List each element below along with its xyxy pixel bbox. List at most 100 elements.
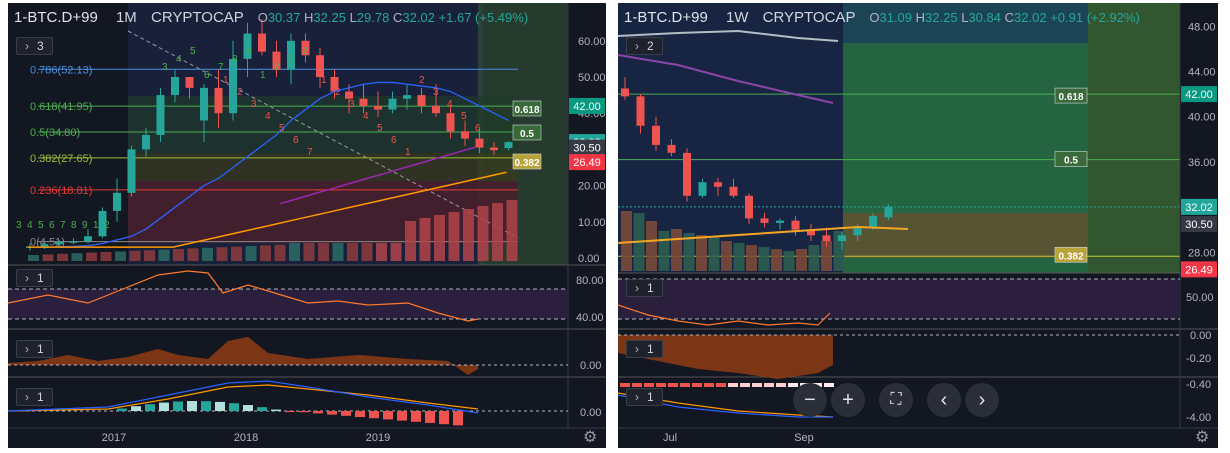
macd-histogram-bar xyxy=(704,383,714,387)
td-count-red: 1 xyxy=(223,75,229,86)
ma-line-purple xyxy=(618,54,834,104)
td-count-green: 2 xyxy=(274,62,280,73)
td-count-red: 2 xyxy=(237,87,243,98)
exchange-label: CRYPTOCAP xyxy=(762,9,856,26)
candle-body xyxy=(258,33,266,52)
fib-box-bg xyxy=(512,100,542,117)
fullscreen-button[interactable]: ⛶ xyxy=(879,383,913,417)
indicator-toggle-osc[interactable]: › 1 xyxy=(16,340,53,358)
candle-body xyxy=(156,95,165,135)
volume-bar xyxy=(260,245,271,261)
zoom-in-button[interactable]: + xyxy=(831,383,865,417)
td-count-green: 1 xyxy=(93,220,99,231)
td-count-green: 3 xyxy=(162,62,168,73)
macd-histogram-bar xyxy=(145,404,155,411)
candle-body xyxy=(683,152,691,196)
candle-body xyxy=(869,216,877,228)
settings-gear-icon[interactable]: ⚙ xyxy=(1195,429,1210,446)
candle-body xyxy=(461,131,469,139)
td-count-green: 9 xyxy=(82,220,88,231)
chart-canvas-monthly[interactable]: 0.786(52.13) 0.618(41.95) 0.5(34.80) 0.382(… xyxy=(8,3,606,448)
macd-histogram-bar xyxy=(229,403,239,411)
candle-body xyxy=(185,77,194,88)
settings-gear-icon[interactable]: ⚙ xyxy=(583,429,598,446)
volume-bar xyxy=(821,241,832,271)
candle-body xyxy=(388,98,397,110)
macd-histogram-bar xyxy=(620,383,630,387)
rsi-tick: 50.00 xyxy=(1186,292,1214,304)
price-badge-bg xyxy=(1181,261,1217,278)
candle-body xyxy=(475,138,484,148)
chevron-right-icon: › xyxy=(635,342,639,356)
volume-bar xyxy=(144,250,155,261)
candle-body xyxy=(84,236,92,242)
volume-bar xyxy=(796,249,807,271)
chart-panel-monthly[interactable]: 0.786(52.13) 0.618(41.95) 0.5(34.80) 0.382(… xyxy=(8,3,606,448)
volume-bar xyxy=(202,247,213,261)
macd-histogram-bar xyxy=(383,411,393,420)
trendline xyxy=(127,30,519,239)
chart-panel-weekly[interactable]: 0.618 0.5 0.382 48.00 44.00 40.00 36.00 28.00 42… xyxy=(618,3,1218,448)
candle-body xyxy=(374,105,382,110)
price-tick: 60.00 xyxy=(578,36,606,48)
candle-body xyxy=(214,87,223,114)
volume-bar xyxy=(721,241,732,271)
scroll-left-button[interactable]: ‹ xyxy=(927,383,961,417)
interval-label[interactable]: 1W xyxy=(725,9,749,26)
candle-body xyxy=(113,192,121,211)
td-count-red: 1 xyxy=(321,75,327,86)
candle-body xyxy=(621,88,629,97)
volume-bar xyxy=(390,243,402,261)
macd-histogram-bar xyxy=(644,383,654,387)
td-count-red: 3 xyxy=(251,99,257,110)
macd-histogram-bar xyxy=(313,411,323,414)
chevron-right-icon: › xyxy=(25,271,29,285)
price-badge: 26.49 xyxy=(1185,264,1213,276)
volume-bar xyxy=(274,244,286,261)
indicator-toggle-macd[interactable]: › 1 xyxy=(626,388,663,406)
exchange-label: CRYPTOCAP xyxy=(150,9,244,26)
macd-histogram-bar xyxy=(201,401,211,411)
symbol-label[interactable]: 1-BTC.D+99 xyxy=(14,9,98,26)
interval-label[interactable]: 1M xyxy=(115,9,137,26)
fib-label-3: 0.382(27.65) xyxy=(30,153,92,165)
fib-box-bg xyxy=(512,124,542,141)
fib-label-2: 0.5(34.80) xyxy=(30,127,80,139)
volume-bar xyxy=(771,249,782,271)
fib-box-label: 0.382 xyxy=(1058,251,1083,262)
time-tick: 2017 xyxy=(102,432,126,444)
indicator-toggle-rsi[interactable]: › 1 xyxy=(16,269,53,287)
td-count-red: 3 xyxy=(349,99,355,110)
td-count-red: 3 xyxy=(433,87,439,98)
macd-histogram-bar xyxy=(668,383,678,387)
indicator-toggle-osc[interactable]: › 1 xyxy=(626,340,663,358)
indicator-toggle-main[interactable]: › 2 xyxy=(626,37,663,55)
volume-bar xyxy=(42,254,54,261)
indicator-toggle-main[interactable]: › 3 xyxy=(16,37,53,55)
fib-box-label: 0.382 xyxy=(514,158,539,169)
volume-bar xyxy=(71,253,83,261)
scroll-right-button[interactable]: › xyxy=(965,383,999,417)
indicator-toggle-macd[interactable]: › 1 xyxy=(16,388,53,406)
td-count-green: 1 xyxy=(260,70,266,81)
indicator-toggle-rsi[interactable]: › 1 xyxy=(626,279,663,297)
volume-bar xyxy=(808,245,820,271)
td-count-green: 8 xyxy=(232,54,238,65)
macd-histogram-bar xyxy=(764,383,774,387)
td-count-green: 6 xyxy=(204,70,210,81)
osc-tick: -0.20 xyxy=(1186,353,1211,365)
td-count-red: 4 xyxy=(265,111,271,122)
symbol-label[interactable]: 1-BTC.D+99 xyxy=(624,9,708,26)
fib-label-1: 0.618(41.95) xyxy=(30,101,92,113)
macd-histogram-bar xyxy=(397,411,407,421)
price-badge-bg xyxy=(569,139,605,156)
macd-histogram-bar xyxy=(327,411,337,415)
volume-bar xyxy=(173,249,184,261)
volume-bar xyxy=(86,252,97,261)
candle-body xyxy=(667,144,676,153)
chart-canvas-weekly[interactable]: 0.618 0.5 0.382 48.00 44.00 40.00 36.00 28.00 42… xyxy=(618,3,1218,448)
candle-body xyxy=(714,182,722,187)
candle-body xyxy=(446,113,455,132)
zoom-out-button[interactable]: − xyxy=(793,383,827,417)
td-count-red: 2 xyxy=(419,75,425,86)
